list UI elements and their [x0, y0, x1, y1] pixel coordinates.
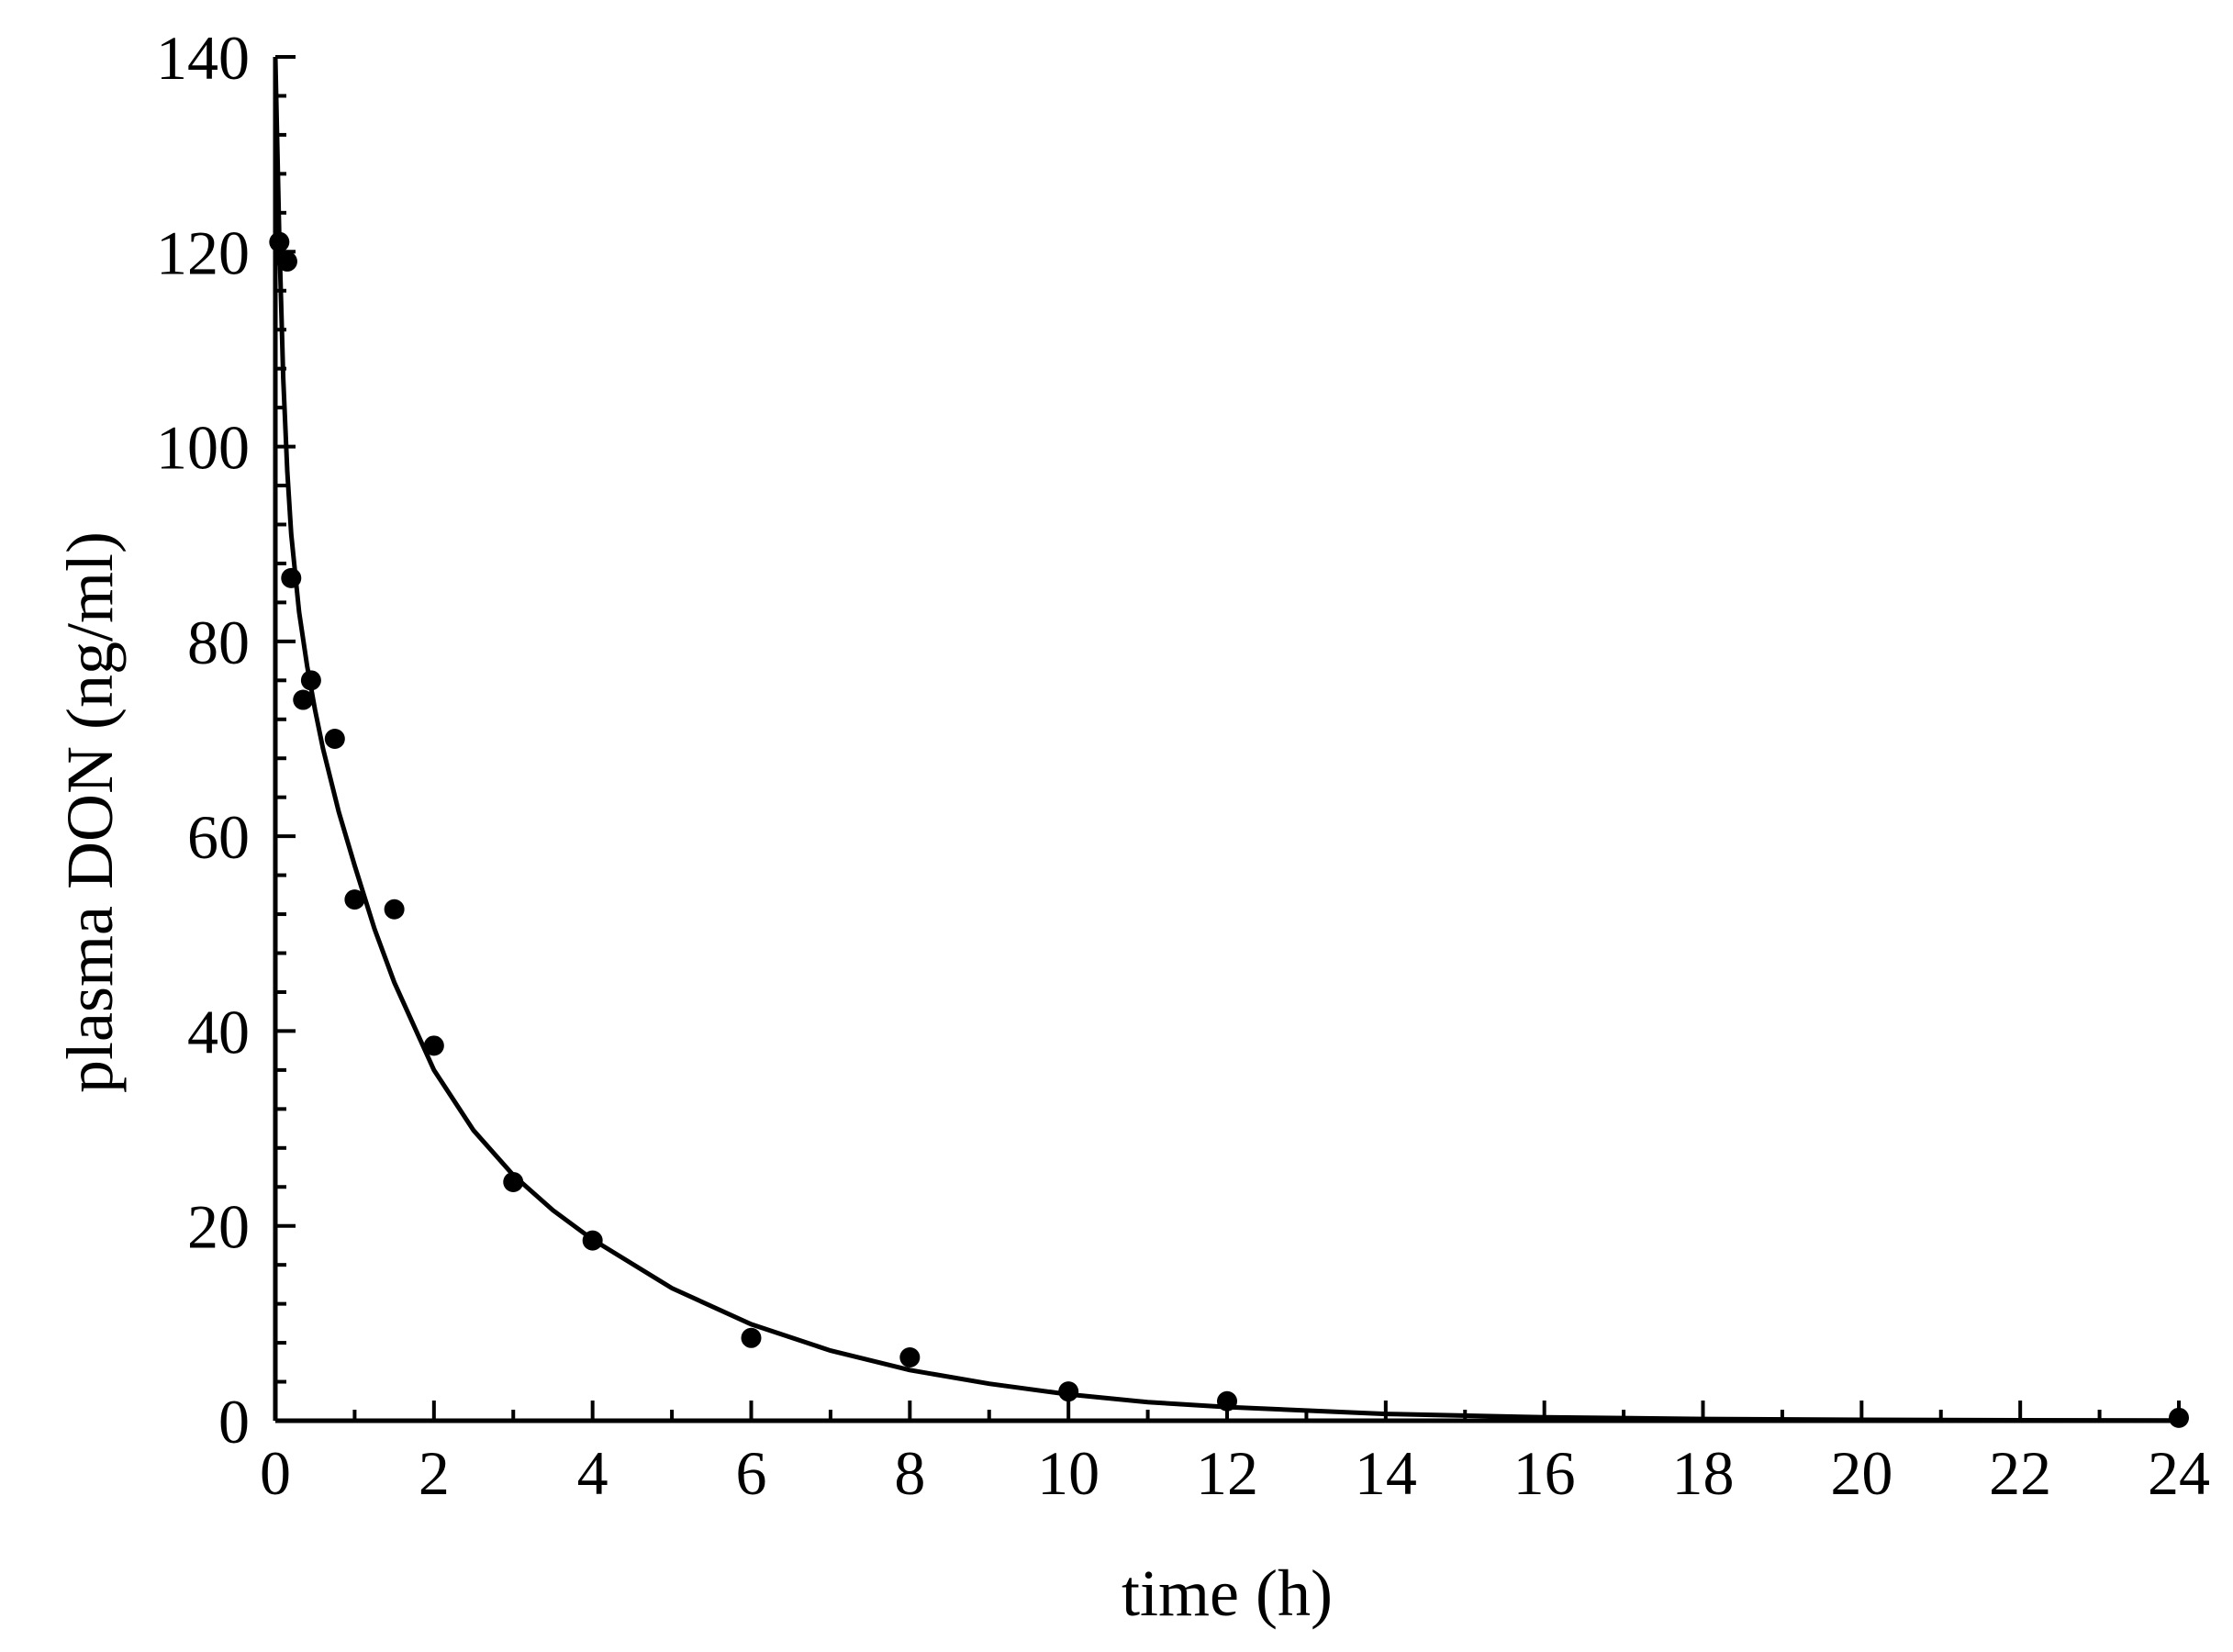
y-tick-label: 100 [156, 413, 250, 483]
data-point [324, 729, 345, 749]
data-point [582, 1230, 603, 1251]
x-tick-label: 2 [419, 1438, 450, 1508]
x-tick-label: 8 [894, 1438, 925, 1508]
data-point [384, 899, 405, 920]
y-tick-labels: 0 20 40 60 80 100 120 140 [156, 23, 250, 1457]
data-point [1058, 1381, 1079, 1402]
x-tick-label: 20 [1830, 1438, 1892, 1508]
y-tick-label: 20 [187, 1192, 250, 1262]
y-axis-title: plasma DON (ng/ml) [53, 531, 127, 1093]
data-point [269, 231, 290, 252]
y-tick-label: 40 [187, 997, 250, 1066]
y-tick-label: 60 [187, 802, 250, 872]
y-tick-label: 140 [156, 23, 250, 93]
y-tick-label: 80 [187, 608, 250, 677]
x-tick-label: 24 [2148, 1438, 2210, 1508]
y-tick-label: 0 [218, 1387, 250, 1457]
data-point [276, 251, 297, 272]
data-point [300, 670, 321, 691]
data-point [293, 689, 314, 710]
y-tick-label: 120 [156, 218, 250, 287]
data-point [423, 1035, 444, 1056]
x-tick-label: 18 [1672, 1438, 1735, 1508]
x-tick-label: 0 [260, 1438, 291, 1508]
data-point [344, 889, 365, 910]
x-axis-title: time (h) [1122, 1557, 1333, 1630]
x-tick-label: 12 [1196, 1438, 1258, 1508]
data-point [899, 1347, 921, 1368]
data-point [281, 567, 302, 588]
data-point [503, 1171, 524, 1192]
x-tick-label: 6 [736, 1438, 767, 1508]
x-tick-label: 16 [1513, 1438, 1576, 1508]
x-tick-label: 22 [1989, 1438, 2051, 1508]
x-tick-label: 14 [1355, 1438, 1417, 1508]
x-tick-label: 4 [577, 1438, 608, 1508]
data-point [1217, 1390, 1237, 1412]
x-tick-label: 10 [1037, 1438, 1100, 1508]
data-point [741, 1327, 762, 1348]
minor-ticks [275, 94, 2102, 1421]
data-points [269, 231, 2189, 1428]
x-tick-labels: 0 2 4 6 8 10 12 14 16 18 20 22 24 [260, 1438, 2210, 1508]
data-point [2169, 1407, 2189, 1428]
fit-curve [273, 56, 2180, 1423]
